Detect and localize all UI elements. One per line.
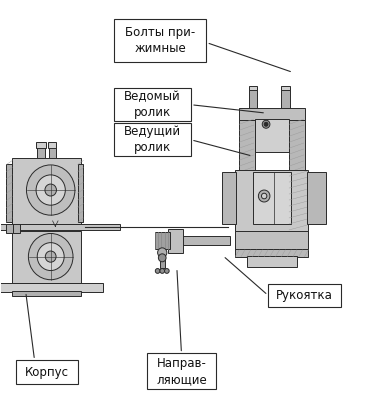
Bar (247, 256, 297, 267)
Bar (268, 284, 341, 307)
Bar (281, 86, 290, 90)
Circle shape (258, 190, 270, 202)
Bar (239, 120, 254, 172)
Bar (114, 88, 191, 121)
Bar (222, 172, 237, 224)
Bar (154, 232, 170, 249)
Bar (168, 229, 183, 253)
Bar (235, 249, 308, 257)
Circle shape (262, 120, 270, 128)
Bar (48, 142, 56, 148)
Bar (114, 124, 191, 156)
Bar (37, 146, 45, 158)
Circle shape (261, 193, 267, 199)
Circle shape (37, 243, 64, 270)
Bar (12, 291, 81, 296)
Bar (235, 231, 308, 250)
Bar (254, 120, 289, 152)
Bar (249, 86, 257, 90)
Circle shape (157, 248, 167, 258)
Bar (13, 224, 20, 233)
Bar (168, 236, 230, 245)
Circle shape (36, 175, 65, 205)
Circle shape (45, 251, 56, 262)
Bar (7, 164, 12, 222)
Text: Ведомый
ролик: Ведомый ролик (124, 90, 181, 119)
Bar (252, 172, 291, 224)
Circle shape (155, 268, 160, 273)
Text: Ведущий
ролик: Ведущий ролик (124, 125, 181, 154)
Circle shape (45, 184, 56, 196)
Bar (114, 19, 207, 62)
Text: Направ-
ляющие: Направ- ляющие (156, 357, 207, 386)
Bar (147, 354, 216, 389)
Bar (0, 224, 120, 230)
Bar (16, 360, 78, 384)
Text: Болты при-
жимные: Болты при- жимные (125, 26, 195, 55)
Bar (0, 283, 103, 292)
Text: Корпус: Корпус (25, 366, 69, 379)
Circle shape (160, 268, 164, 273)
Bar (159, 254, 165, 268)
Circle shape (158, 254, 166, 262)
Bar (12, 158, 81, 224)
Bar (281, 88, 290, 108)
Circle shape (164, 268, 169, 273)
Circle shape (264, 122, 268, 126)
Bar (78, 164, 83, 222)
Bar (235, 170, 308, 232)
Bar (249, 88, 257, 108)
Bar (239, 108, 305, 120)
Circle shape (27, 165, 75, 215)
Bar (289, 120, 305, 172)
Bar (12, 231, 81, 283)
Circle shape (29, 234, 73, 280)
Text: Рукоятка: Рукоятка (276, 289, 333, 302)
Bar (307, 172, 326, 224)
Bar (49, 146, 56, 158)
Bar (7, 224, 14, 233)
Bar (36, 142, 46, 148)
